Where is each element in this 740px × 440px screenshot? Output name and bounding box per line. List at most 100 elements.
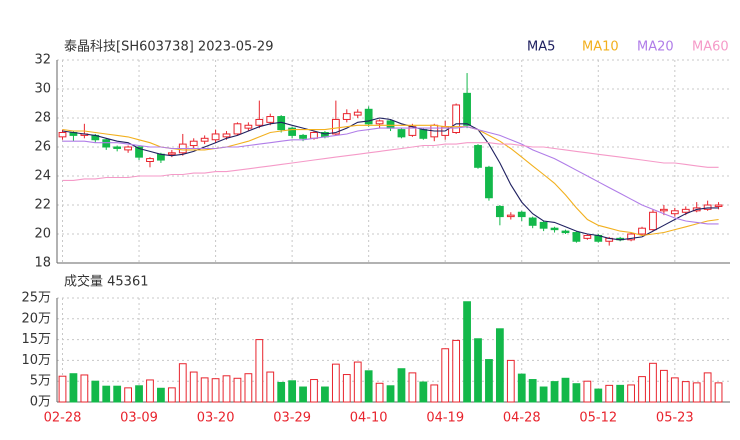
candle-body [200,137,209,142]
volume-bar [638,376,646,403]
y-tick-label: 26 [34,140,51,155]
volume-bar [146,379,154,403]
volume-bar [463,301,471,403]
candle-body [189,140,198,147]
candle-body [310,132,318,139]
volume-bar [506,359,515,403]
volume-bar [167,387,176,403]
candle-body [299,134,307,139]
y-tick-label: 24 [34,169,51,184]
volume-bar [124,387,132,403]
legend-label: MA20 [637,40,674,55]
candle-body [222,133,231,138]
volume-bar [528,379,537,403]
volume-bar [321,386,329,403]
volume-bar [178,363,187,403]
volume-bar [310,379,318,403]
volume-bar [408,372,417,403]
candle-body [550,227,559,231]
y-tick-label: 20万 [21,311,51,326]
chart-title: 泰晶科技[SH603738] 2023-05-29 [64,40,273,55]
candle-body [364,108,373,125]
x-tick-label: 04-10 [350,411,388,426]
volume-bar [299,386,307,403]
candle-body [58,132,67,138]
candle-body [244,124,253,129]
volume-bar [277,381,286,403]
ma-line [62,126,719,225]
candle-body [331,118,340,135]
ma-line [62,117,719,241]
volume-bar [331,363,340,403]
volume-bar [714,382,723,403]
legend-label: MA60 [692,40,729,55]
x-tick-label: 03-29 [273,411,311,426]
candle-body [233,123,242,135]
y-tick-label: 20 [34,227,51,242]
volume-bar [681,381,690,403]
volume-bar [703,372,712,403]
volume-bar [157,387,165,403]
volume-bar [517,373,526,403]
volume-bar [80,374,89,403]
volume-bar [266,371,275,403]
candle-body [539,221,548,229]
volume-bar [561,377,570,403]
y-tick-label: 15万 [21,332,51,347]
volume-bar [102,385,111,403]
volume-bar [211,378,220,403]
candle-body [660,208,668,212]
volume-bar [474,338,482,403]
volume-bar [58,375,67,403]
candle-body [670,210,679,215]
volume-bar [397,368,406,403]
volume-bar [342,374,351,403]
candle-body [211,133,220,141]
x-tick-label: 03-20 [197,411,235,426]
volume-bar [91,380,100,403]
volume-bar [692,382,701,403]
volume-bar [627,384,635,403]
candle-body [506,214,515,218]
volume-bar [233,377,242,403]
y-tick-label: 5万 [30,374,51,389]
x-tick-label: 05-23 [656,411,694,426]
candle-body [583,234,592,239]
volume-bar [430,384,439,403]
volume-bar [200,377,209,403]
ma-line [62,142,719,181]
legend-label: MA10 [582,40,619,55]
volume-bar [594,388,603,403]
candle-body [397,129,406,138]
volume-bar [288,380,297,403]
candle-body [135,146,143,158]
ma-line [62,124,719,237]
y-tick-label: 32 [34,53,51,68]
candle-body [714,204,723,207]
candle-body [266,116,275,123]
candle-body [452,104,461,133]
volume-bar [441,348,450,403]
volume-bar [452,339,461,403]
volume-bar [583,380,592,403]
y-tick-label: 18 [34,256,51,271]
y-tick-label: 10万 [21,353,51,368]
candle-body [638,227,646,235]
x-tick-label: 02-28 [44,411,82,426]
candle-body [517,211,526,218]
candle-body [561,230,570,234]
y-tick-label: 25万 [21,291,51,306]
volume-bar [189,371,198,403]
volume-bar [375,382,384,403]
x-tick-label: 04-28 [503,411,541,426]
volume-bar [222,375,231,403]
volume-bar [244,373,253,403]
volume-bar [572,383,581,403]
candle-body [419,129,428,139]
legend-label: MA5 [527,40,555,55]
y-tick-label: 0万 [30,395,51,410]
volume-bar [616,384,625,403]
y-tick-label: 28 [34,111,51,126]
candle-body [288,127,297,136]
volume-bar [605,384,614,403]
